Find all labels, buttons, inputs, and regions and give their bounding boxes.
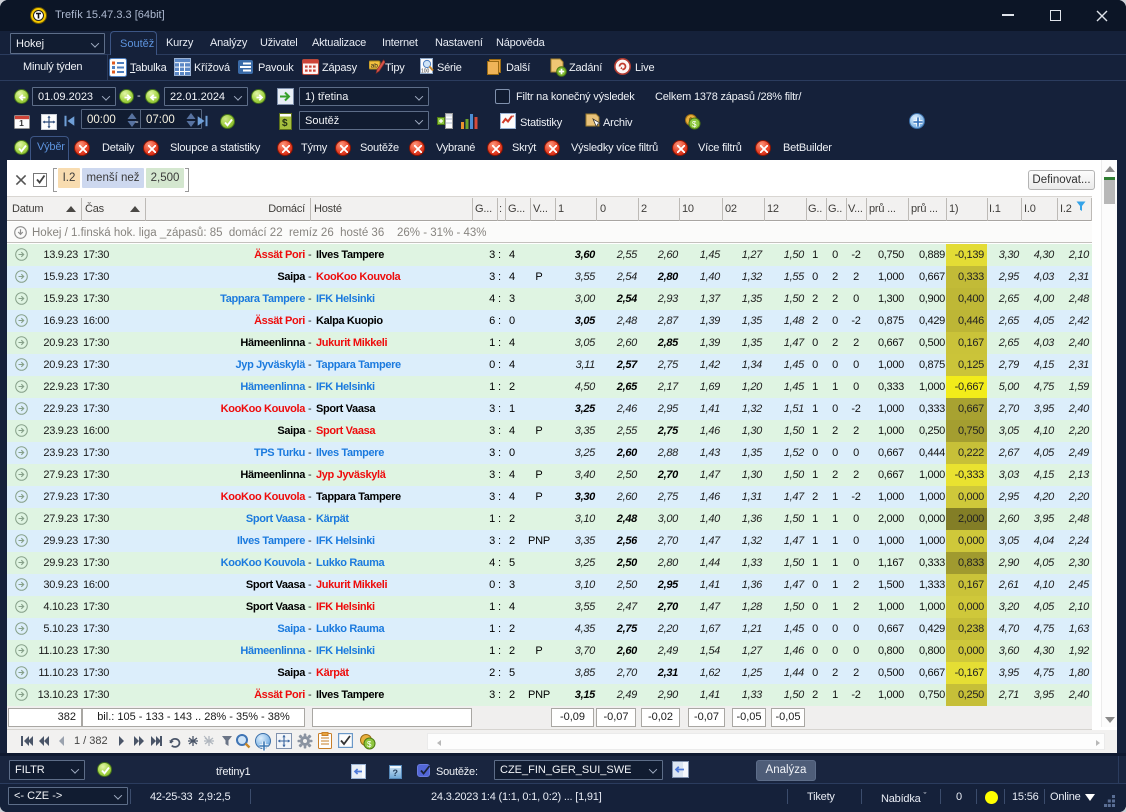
svg-text:$: $ bbox=[367, 740, 372, 749]
svg-text:1: 1 bbox=[19, 118, 24, 128]
svg-text:$: $ bbox=[282, 118, 288, 129]
svg-text:$: $ bbox=[692, 120, 697, 129]
svg-text:100: 100 bbox=[421, 69, 430, 75]
svg-text:ab: ab bbox=[371, 63, 379, 70]
svg-text:?: ? bbox=[393, 768, 399, 778]
